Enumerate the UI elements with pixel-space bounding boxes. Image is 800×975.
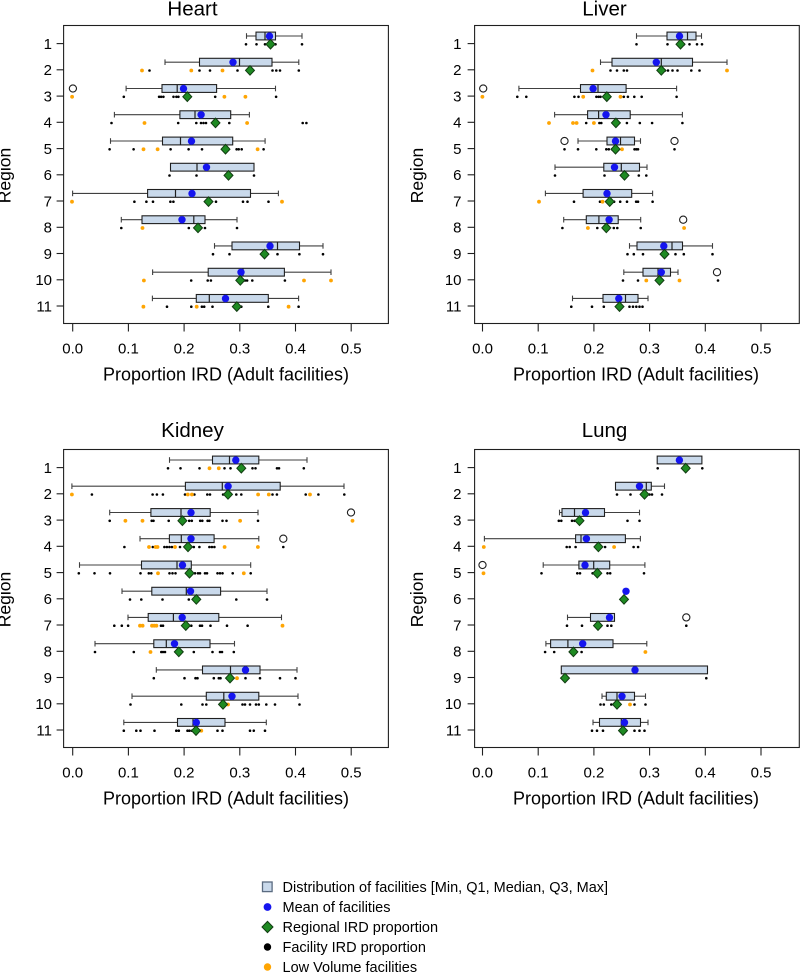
svg-text:10: 10	[35, 696, 52, 713]
svg-text:4: 4	[453, 539, 461, 556]
svg-text:Facility IRD proportion: Facility IRD proportion	[283, 940, 426, 956]
svg-text:Kidney: Kidney	[161, 419, 224, 442]
svg-text:10: 10	[35, 272, 52, 289]
svg-text:7: 7	[44, 193, 52, 210]
svg-text:0.2: 0.2	[174, 764, 195, 781]
svg-text:Regional IRD proportion: Regional IRD proportion	[283, 920, 439, 936]
svg-text:10: 10	[445, 696, 462, 713]
svg-text:0.5: 0.5	[751, 764, 772, 781]
svg-text:8: 8	[44, 644, 52, 661]
svg-text:11: 11	[446, 722, 462, 739]
svg-text:2: 2	[453, 486, 461, 503]
svg-text:5: 5	[453, 141, 461, 158]
svg-text:9: 9	[453, 670, 461, 687]
svg-text:4: 4	[44, 115, 52, 132]
svg-text:2: 2	[44, 486, 52, 503]
svg-text:8: 8	[44, 220, 52, 237]
svg-text:0.3: 0.3	[229, 764, 250, 781]
svg-text:0.0: 0.0	[62, 340, 83, 357]
svg-text:0.4: 0.4	[695, 340, 716, 357]
svg-text:9: 9	[44, 246, 52, 263]
svg-text:Lung: Lung	[582, 419, 628, 442]
svg-text:11: 11	[36, 722, 52, 739]
svg-text:0.1: 0.1	[528, 340, 549, 357]
svg-text:Mean of facilities: Mean of facilities	[283, 900, 391, 916]
svg-text:Proportion IRD (Adult faciliti: Proportion IRD (Adult facilities)	[513, 365, 759, 385]
svg-text:7: 7	[453, 193, 461, 210]
svg-text:4: 4	[44, 539, 52, 556]
svg-text:Region: Region	[407, 148, 427, 203]
svg-text:0.2: 0.2	[583, 764, 604, 781]
svg-text:9: 9	[44, 670, 52, 687]
svg-text:0.3: 0.3	[639, 340, 660, 357]
svg-text:Region: Region	[0, 572, 15, 627]
svg-text:0.1: 0.1	[118, 764, 139, 781]
svg-text:0.5: 0.5	[341, 340, 362, 357]
svg-text:1: 1	[44, 460, 52, 477]
svg-text:7: 7	[44, 617, 52, 634]
svg-text:2: 2	[44, 62, 52, 79]
svg-text:3: 3	[44, 512, 52, 529]
svg-text:0.4: 0.4	[695, 764, 716, 781]
svg-text:0.0: 0.0	[62, 764, 83, 781]
svg-text:0.1: 0.1	[118, 340, 139, 357]
svg-text:0.0: 0.0	[472, 764, 493, 781]
svg-text:Low Volume facilities: Low Volume facilities	[283, 960, 418, 975]
svg-text:11: 11	[446, 298, 462, 315]
svg-text:Distribution of facilities [Mi: Distribution of facilities [Min, Q1, Med…	[283, 880, 609, 896]
svg-text:Proportion IRD (Adult faciliti: Proportion IRD (Adult facilities)	[103, 789, 349, 809]
svg-text:0.4: 0.4	[285, 764, 306, 781]
svg-text:0.1: 0.1	[528, 764, 549, 781]
svg-text:4: 4	[453, 115, 461, 132]
svg-text:9: 9	[453, 246, 461, 263]
svg-text:2: 2	[453, 62, 461, 79]
svg-text:3: 3	[44, 88, 52, 105]
svg-text:1: 1	[453, 460, 461, 477]
svg-text:0.0: 0.0	[472, 340, 493, 357]
svg-text:6: 6	[453, 167, 461, 184]
svg-text:6: 6	[44, 591, 52, 608]
svg-text:1: 1	[44, 36, 52, 53]
svg-text:6: 6	[44, 167, 52, 184]
svg-text:Proportion IRD (Adult faciliti: Proportion IRD (Adult facilities)	[513, 789, 759, 809]
svg-text:7: 7	[453, 617, 461, 634]
svg-text:0.3: 0.3	[639, 764, 660, 781]
svg-text:Heart: Heart	[167, 0, 217, 21]
svg-text:5: 5	[44, 141, 52, 158]
svg-text:Proportion IRD (Adult faciliti: Proportion IRD (Adult facilities)	[103, 365, 349, 385]
svg-text:0.4: 0.4	[285, 340, 306, 357]
svg-text:1: 1	[453, 36, 461, 53]
svg-text:3: 3	[453, 88, 461, 105]
svg-text:0.3: 0.3	[229, 340, 250, 357]
svg-text:Region: Region	[407, 572, 427, 627]
svg-text:3: 3	[453, 512, 461, 529]
svg-text:Region: Region	[0, 148, 15, 203]
svg-text:Liver: Liver	[582, 0, 627, 21]
svg-text:0.5: 0.5	[341, 764, 362, 781]
svg-text:5: 5	[44, 565, 52, 582]
svg-text:5: 5	[453, 565, 461, 582]
svg-text:0.2: 0.2	[174, 340, 195, 357]
svg-text:0.2: 0.2	[583, 340, 604, 357]
svg-text:10: 10	[445, 272, 462, 289]
svg-text:0.5: 0.5	[751, 340, 772, 357]
svg-text:8: 8	[453, 644, 461, 661]
svg-text:11: 11	[36, 298, 52, 315]
svg-text:6: 6	[453, 591, 461, 608]
svg-text:8: 8	[453, 220, 461, 237]
